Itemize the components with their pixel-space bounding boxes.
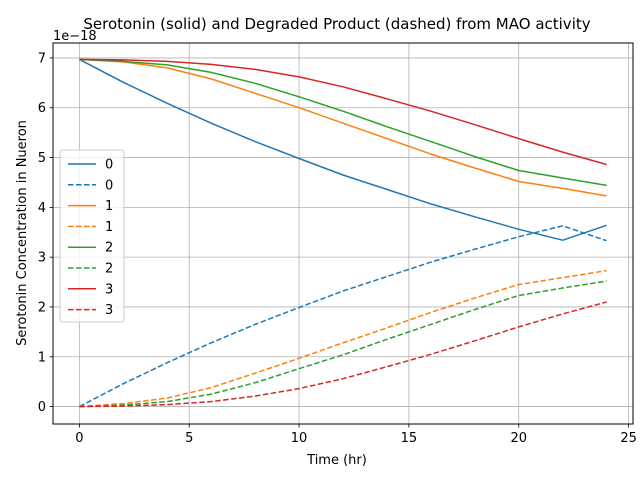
legend-label: 3 [105, 282, 113, 297]
y-tick-label: 3 [38, 251, 46, 266]
y-axis-offset-label: 1e−18 [53, 29, 97, 44]
legend-label: 3 [105, 303, 113, 318]
legend-label: 1 [105, 220, 113, 235]
legend-label: 0 [105, 178, 113, 193]
x-tick-label: 0 [75, 431, 83, 446]
y-tick-label: 1 [38, 350, 46, 365]
x-tick-label: 20 [510, 431, 527, 446]
y-axis-ticks: 0 1 2 3 4 5 6 7 [38, 51, 53, 415]
series-line-2-solid [79, 58, 607, 187]
legend-label: 1 [105, 199, 113, 214]
y-tick-label: 0 [38, 400, 46, 415]
series-line-1-solid [79, 58, 607, 197]
series-line-3-dashed [79, 301, 607, 408]
y-tick-label: 2 [38, 300, 46, 315]
series-layer [79, 58, 607, 408]
legend-box [59, 149, 125, 323]
y-tick-label: 6 [38, 101, 46, 116]
x-axis-ticks: 0 5 10 15 20 25 [75, 424, 637, 446]
x-tick-label: 5 [185, 431, 193, 446]
grid [53, 43, 633, 424]
series-line-3-solid [79, 58, 607, 166]
series-line-0-solid [79, 58, 607, 241]
x-tick-label: 25 [620, 431, 637, 446]
series-line-0-dashed [79, 225, 607, 408]
x-axis-label: Time (hr) [306, 453, 367, 468]
chart-title: Serotonin (solid) and Degraded Product (… [83, 15, 590, 33]
legend: 0 0 1 1 2 2 3 3 [59, 149, 125, 323]
legend-label: 2 [105, 262, 113, 277]
y-tick-label: 5 [38, 151, 46, 166]
y-tick-label: 4 [38, 201, 46, 216]
series-line-1-dashed [79, 269, 607, 408]
x-tick-label: 10 [291, 431, 308, 446]
legend-label: 2 [105, 241, 113, 256]
plot-area [52, 42, 634, 425]
x-tick-label: 15 [401, 431, 418, 446]
y-tick-label: 7 [38, 51, 46, 66]
y-axis-label: Serotonin Concentration in Nueron [15, 120, 30, 346]
legend-label: 0 [105, 158, 113, 173]
